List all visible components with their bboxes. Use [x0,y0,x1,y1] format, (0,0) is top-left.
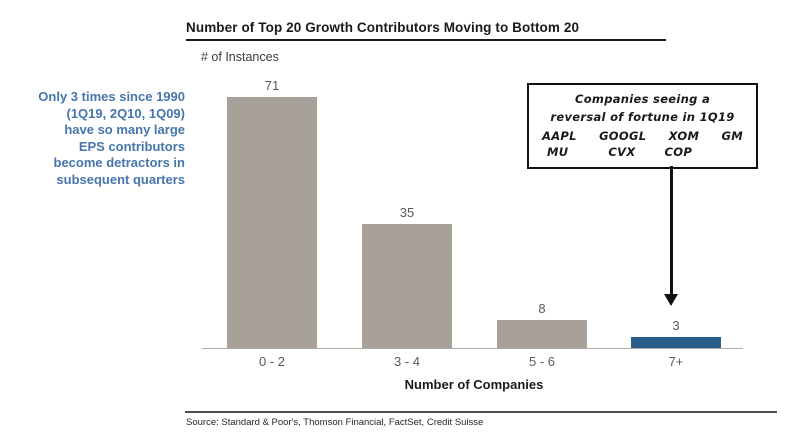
down-arrow-icon [664,294,678,306]
footer-divider [185,411,777,413]
bar-3-4 [362,224,452,348]
annotation-title-line2: reversal of fortune in 1Q19 [550,110,735,124]
annotation-tickers-row1: AAPL GOOGL XOM GM [529,126,756,144]
annotation-title-line1: Companies seeing a [574,92,711,106]
sidebar-note-line: have so many large [64,122,185,137]
ticker-label: COP [664,145,693,159]
bar-value-label: 3 [672,318,680,334]
ticker-label: GM [721,129,743,143]
sidebar-note-line: EPS contributors [78,138,185,154]
source-text: Source: Standard & Poor's, Thomson Finan… [186,417,484,428]
bar-5-6 [497,319,587,348]
annotation-box: Companies seeing a reversal of fortune i… [527,83,758,169]
bar-0-2 [227,97,317,348]
annotation-tickers-row2: MU CVX COP [529,144,756,160]
bar-value-label: 35 [399,205,415,221]
x-tick-label: 5 - 6 [528,354,555,369]
ticker-label: XOM [668,129,700,143]
sidebar-note-line: subsequent quarters [56,171,185,187]
x-axis-title: Number of Companies [404,377,544,392]
down-arrow-stem [670,166,673,294]
sidebar-note-line: become detractors in [53,155,186,170]
x-tick-label: 0 - 2 [258,354,285,369]
x-tick-label: 7+ [668,354,684,369]
sidebar-note: Only 3 times since 1990 (1Q19, 2Q10, 1Q0… [2,89,185,188]
ticker-label: CVX [608,145,636,159]
ticker-label: MU [547,145,569,159]
bar-7+ [631,337,721,348]
chart-title: Number of Top 20 Growth Contributors Mov… [186,20,666,41]
x-axis-baseline [202,348,743,349]
bar-value-label: 8 [538,300,546,316]
x-tick-label: 3 - 4 [393,354,420,369]
sidebar-note-line: Only 3 times since 1990 [38,89,185,104]
bar-value-label: 71 [264,78,280,93]
y-axis-label: # of Instances [201,50,279,64]
sidebar-note-line: (1Q19, 2Q10, 1Q09) [66,105,185,121]
ticker-label: AAPL [542,129,577,143]
ticker-label: GOOGL [599,129,647,143]
